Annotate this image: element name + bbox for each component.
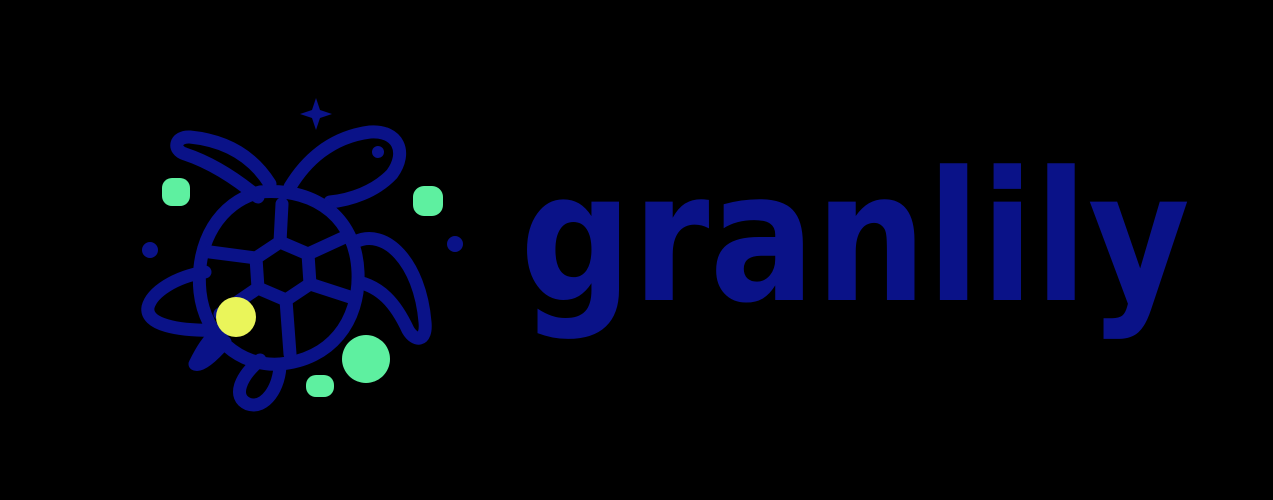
bubble-mint-large <box>342 335 390 383</box>
sea-turtle-icon <box>130 92 470 422</box>
turtle-flipper-front-right <box>348 232 432 345</box>
dot-navy-right <box>447 236 463 252</box>
spot-yellow <box>216 297 256 337</box>
brand-wordmark: granlily <box>520 134 1210 360</box>
brand-name: granlily <box>520 150 1190 343</box>
turtle-head <box>283 125 407 209</box>
bubble-mint-small-left <box>162 178 190 206</box>
sparkle-icon <box>300 98 332 130</box>
dot-navy-left <box>142 242 158 258</box>
turtle-flipper-rear <box>233 353 287 412</box>
turtle-eye <box>372 146 384 158</box>
turtle-flipper-rear-left <box>141 265 232 337</box>
turtle-shell-hexagon <box>249 235 317 307</box>
turtle-tail <box>188 325 232 371</box>
bubble-mint-bottom <box>306 375 334 397</box>
bubble-mint-small-right <box>413 186 443 216</box>
turtle-flipper-front-left <box>170 130 277 204</box>
